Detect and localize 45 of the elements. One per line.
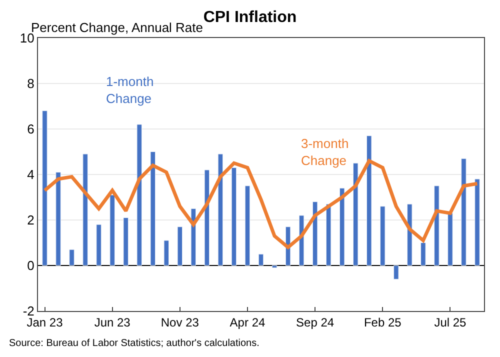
y-tick-label: 8	[27, 76, 34, 92]
bar	[434, 186, 440, 266]
x-tick-label: Nov 23	[160, 315, 200, 330]
x-tick-label: Jul 25	[434, 315, 467, 330]
bar	[312, 202, 318, 266]
x-tick-label: Apr 24	[230, 315, 266, 330]
bar	[244, 186, 250, 266]
source-note: Source: Bureau of Labor Statistics; author's calculations.	[9, 338, 260, 349]
bar	[136, 124, 142, 266]
bar	[258, 254, 264, 266]
bar	[407, 204, 412, 266]
bar	[204, 170, 210, 266]
bar	[461, 158, 466, 266]
bar	[96, 224, 102, 266]
bar	[69, 249, 74, 266]
x-tick-label: Sep 24	[296, 315, 334, 330]
bar	[272, 265, 278, 268]
series-label: 3-month Change	[301, 136, 349, 168]
bar	[326, 204, 332, 266]
x-tick-label: Jun 23	[94, 315, 131, 330]
bar	[42, 110, 48, 266]
bar	[218, 154, 224, 266]
y-tick-label: 2	[27, 212, 34, 228]
bar	[394, 265, 399, 280]
bar	[366, 136, 372, 266]
bar	[339, 188, 345, 266]
bar	[420, 242, 426, 266]
chart-title: CPI Inflation	[203, 8, 297, 26]
bar	[474, 178, 480, 266]
bar	[123, 217, 128, 266]
y-tick-label: 4	[27, 167, 34, 182]
bar	[177, 226, 183, 266]
bar	[150, 152, 156, 266]
bar	[448, 212, 453, 266]
series-label: 1-month Change	[106, 74, 154, 106]
bar	[231, 167, 237, 266]
bar	[56, 172, 61, 266]
x-tick-label: Feb 25	[364, 315, 402, 330]
bar	[164, 240, 170, 266]
bar	[82, 154, 88, 266]
bar	[110, 194, 115, 266]
y-tick-label: 6	[27, 122, 34, 137]
bar	[352, 162, 358, 266]
y-tick-label: 0	[27, 258, 34, 274]
bar	[380, 206, 386, 266]
